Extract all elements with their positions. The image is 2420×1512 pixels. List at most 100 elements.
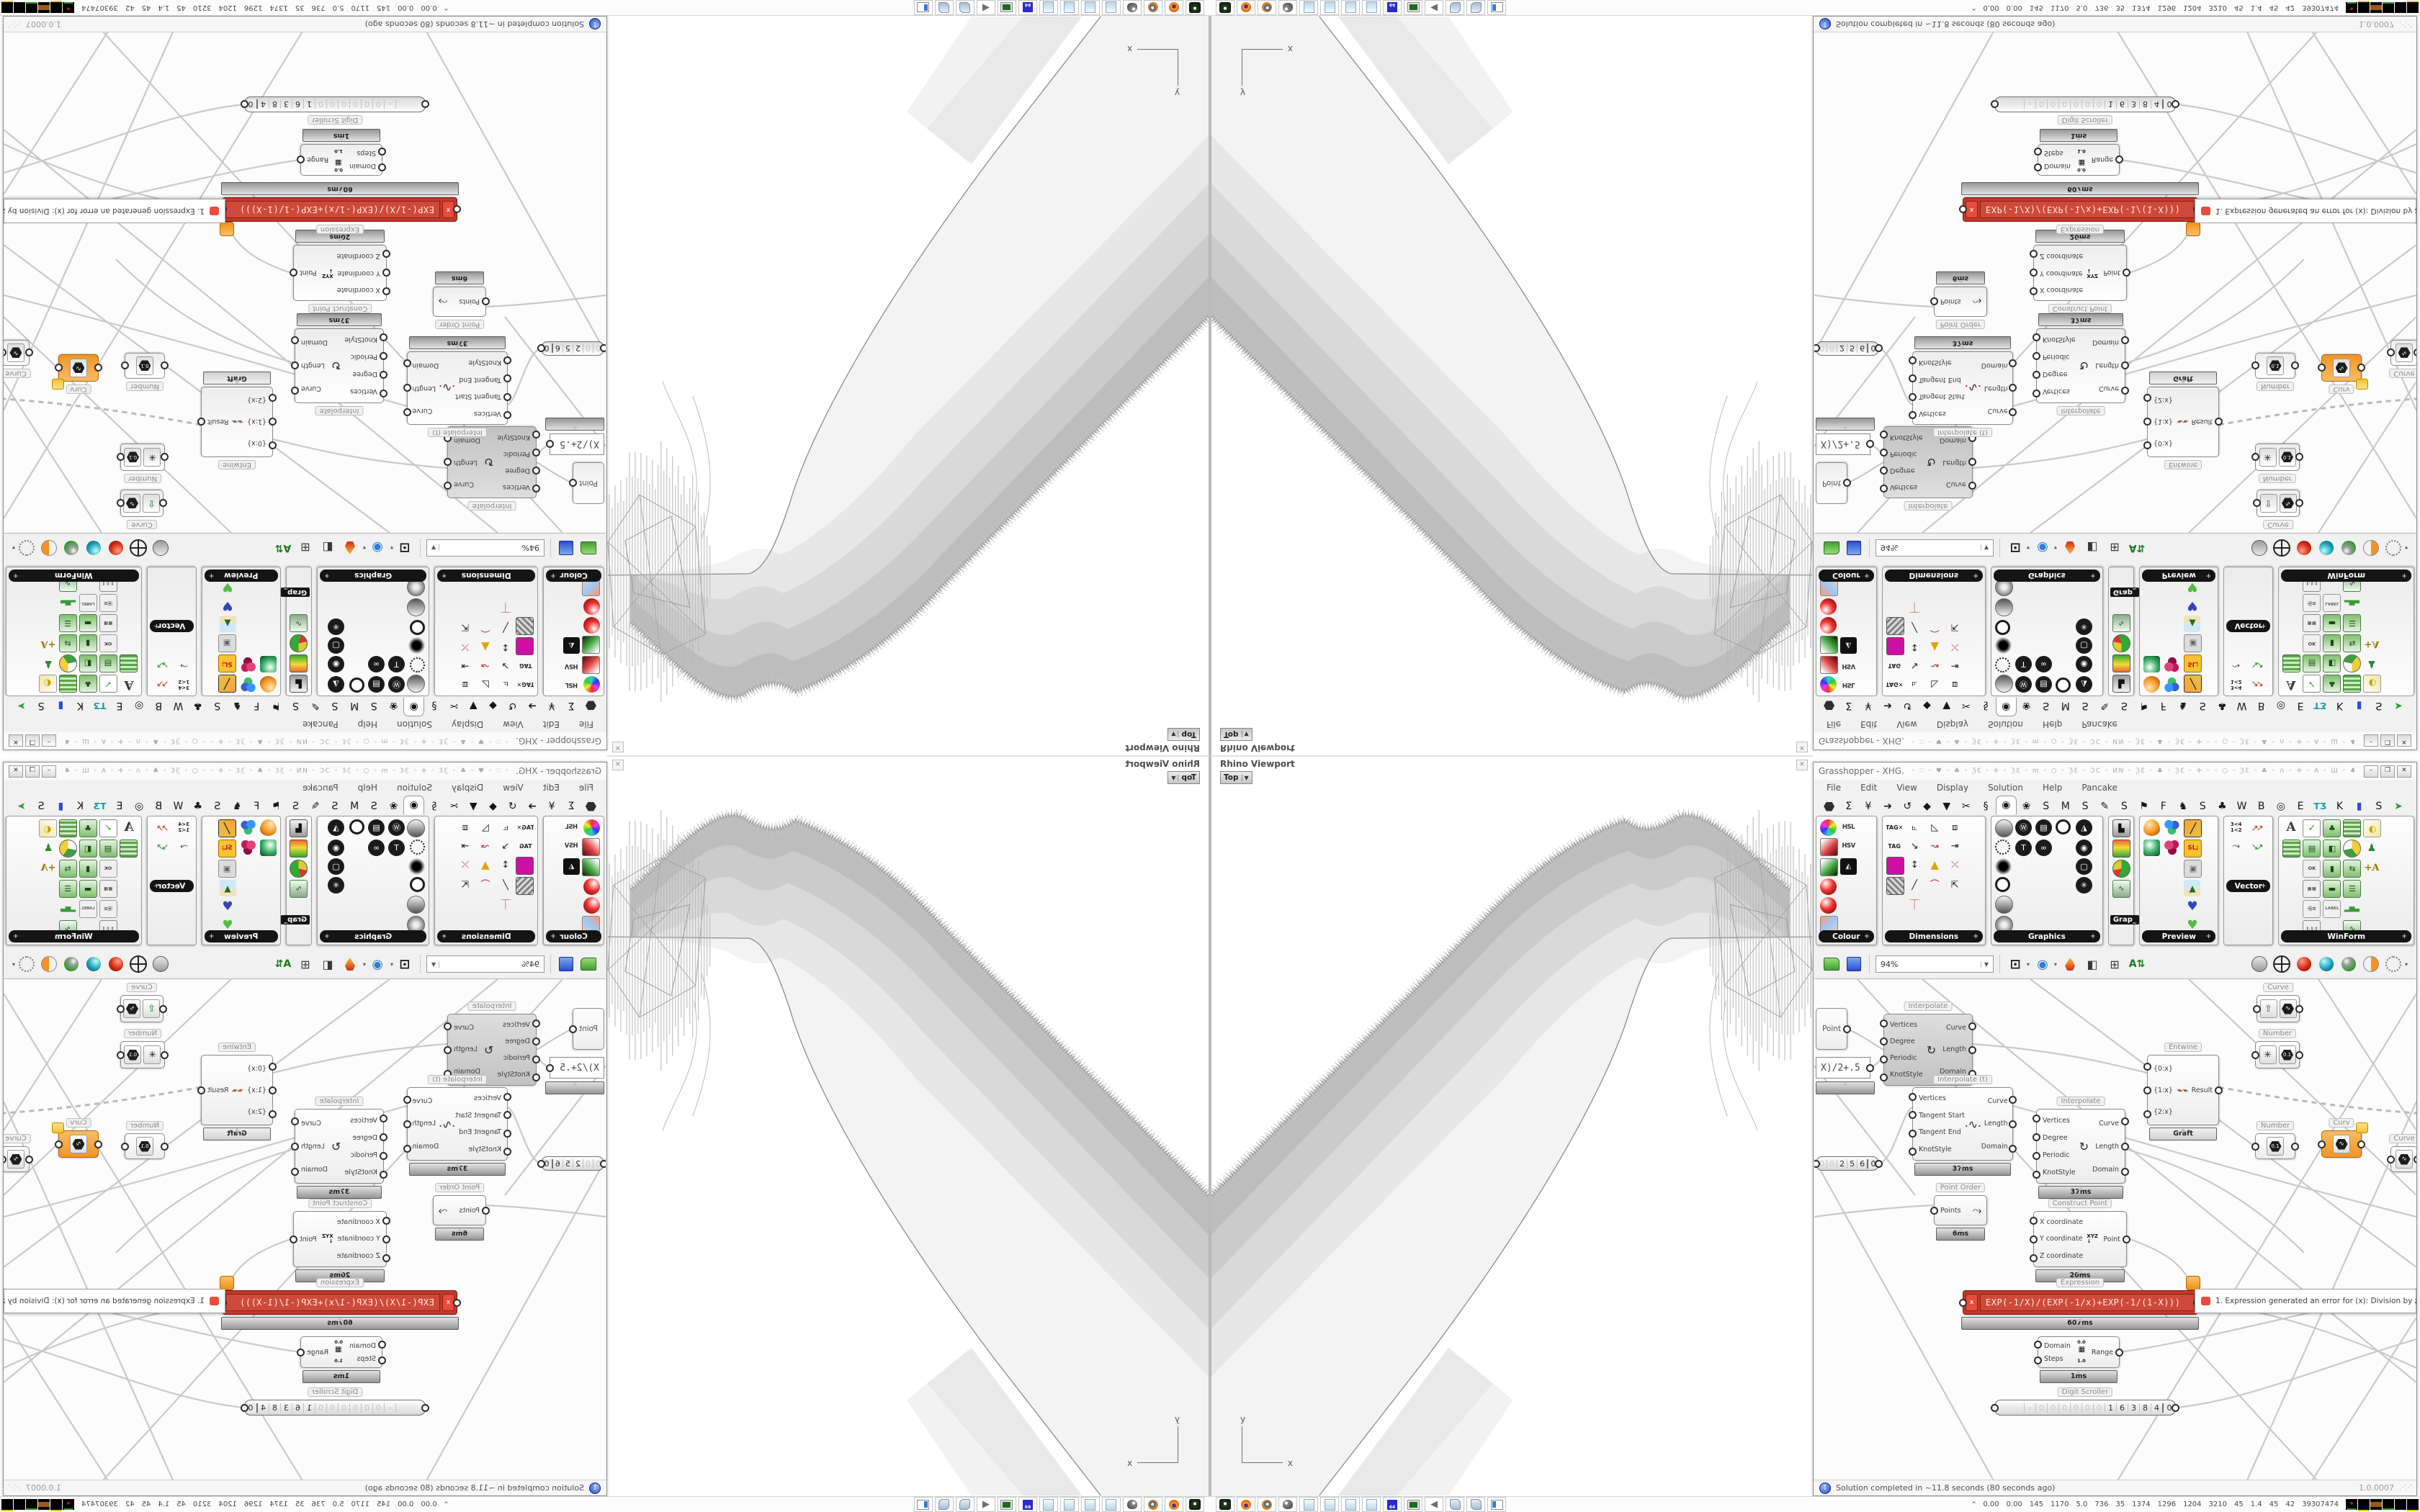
eye-circle-icon[interactable]: ◉ bbox=[2076, 840, 2092, 856]
colour-wheel-icon[interactable] bbox=[583, 676, 600, 693]
tab-s3[interactable]: S bbox=[2120, 700, 2128, 711]
preview-flat-icon[interactable] bbox=[151, 539, 170, 557]
node-entwine[interactable]: Entwine {0:x} {1:x} {2:x} ⌁⌁ Result Graft bbox=[197, 372, 277, 469]
resize-grip-icon[interactable]: ⋰⋰ bbox=[9, 20, 21, 28]
gradient-bars-icon[interactable] bbox=[2112, 840, 2130, 858]
tab-shield[interactable]: ❀ bbox=[389, 700, 398, 711]
scroller-digit[interactable]: 6 bbox=[1857, 1158, 1867, 1169]
mountain-circle-icon[interactable]: ◮ bbox=[2076, 676, 2092, 693]
soft-circle-icon[interactable] bbox=[1995, 858, 2012, 875]
link-circle-icon[interactable]: ∞ bbox=[368, 656, 385, 672]
tab-surface[interactable]: ◆ bbox=[1923, 700, 1931, 711]
tab-bluesquare[interactable]: ▮ bbox=[58, 801, 64, 812]
scroller-digit[interactable]: 0 bbox=[1827, 1158, 1837, 1169]
speaker-icon[interactable]: ◀ bbox=[977, 0, 995, 15]
tab-mesh[interactable]: ▼ bbox=[1942, 700, 1951, 711]
tab-bluesquare[interactable]: ▮ bbox=[58, 700, 64, 711]
scroller-digit[interactable]: 4 bbox=[2151, 99, 2162, 109]
palette-footer[interactable]: Graphics + bbox=[320, 930, 426, 942]
layer-swatch-green[interactable] bbox=[26, 2, 37, 13]
node-expression-fragment[interactable]: X)/2+.5 bbox=[1816, 1057, 1874, 1079]
tab-sets[interactable]: ¥ bbox=[1865, 700, 1872, 711]
scroller-digit[interactable]: 0 bbox=[362, 99, 373, 109]
green-box-icon[interactable]: ◧ bbox=[2323, 840, 2341, 858]
checkbox-icon[interactable]: ✓ bbox=[99, 675, 117, 693]
bar-chart-icon[interactable]: ▙ bbox=[290, 675, 308, 693]
obs-icon[interactable] bbox=[1216, 0, 1234, 15]
ball-orange-icon[interactable] bbox=[40, 955, 58, 973]
palette-footer[interactable]: Preview + bbox=[204, 930, 278, 942]
tab-vector[interactable]: ➔ bbox=[527, 801, 537, 812]
tab-sets[interactable]: ¥ bbox=[548, 801, 555, 812]
node-interpolate-1[interactable]: Interpolate Vertices Degree Periodic KnotSty… bbox=[444, 426, 540, 510]
ok-button-icon[interactable]: OK bbox=[99, 634, 117, 652]
eye-circle-icon[interactable]: ◉ bbox=[328, 840, 344, 856]
blender-icon[interactable] bbox=[1144, 1497, 1162, 1512]
ruler-ticks-icon[interactable]: ⏉ bbox=[501, 900, 511, 911]
vertical-bar-icon[interactable]: ▮ bbox=[2323, 860, 2341, 878]
magenta-dots-icon[interactable] bbox=[239, 656, 256, 672]
compare-numbers-icon[interactable]: 3<4 1<2 bbox=[2230, 821, 2242, 833]
node-curve-param-warning[interactable]: Curv ∿ bbox=[2318, 1118, 2368, 1158]
node-digit-scroller[interactable]: Digit Scroller ‹ 0 0 0 0 0 0 1 6 3 8 4 0 bbox=[241, 1387, 429, 1416]
scroller-digit[interactable]: 0 bbox=[2081, 99, 2093, 109]
scroller-digit[interactable]: 0 bbox=[2070, 1403, 2081, 1413]
tab-turkey[interactable]: ♣ bbox=[2218, 801, 2227, 812]
vertical-bar-icon[interactable]: ▮ bbox=[79, 634, 97, 652]
sl-badge-icon[interactable]: SL; bbox=[218, 654, 236, 672]
pie-colour-icon[interactable] bbox=[2343, 654, 2362, 672]
preview-eye-icon[interactable]: ◉ bbox=[368, 955, 387, 973]
shiny-ball-icon[interactable] bbox=[2143, 840, 2161, 856]
hatch-swatch-icon[interactable] bbox=[516, 877, 534, 895]
badge-t-icon[interactable]: T bbox=[388, 656, 405, 672]
hsv-icon[interactable]: HSV bbox=[1842, 662, 1855, 670]
tab-display-selected[interactable]: ◉ bbox=[403, 698, 425, 716]
preview-shaded-icon[interactable] bbox=[107, 955, 125, 973]
layer-swatch-yellow2[interactable] bbox=[2407, 1499, 2419, 1511]
layer-swatch-yellow2[interactable] bbox=[1, 2, 13, 13]
tab-intersect[interactable]: ✂ bbox=[449, 801, 458, 812]
zoom-extents-icon[interactable]: ⊡ bbox=[395, 539, 414, 557]
orange-ellipsoid-icon[interactable] bbox=[259, 676, 277, 693]
ruler-ticks-icon[interactable]: ⏉ bbox=[1909, 601, 1919, 612]
calculator-icon[interactable]: ▦▦ bbox=[99, 614, 117, 632]
scroller-digit[interactable]: 1 bbox=[304, 1403, 315, 1413]
scroller-digit[interactable]: 5 bbox=[563, 343, 573, 354]
node-curve-param-warning[interactable]: Curv ∿ bbox=[52, 354, 102, 394]
slider-icon[interactable]: ▬ bbox=[2323, 614, 2341, 632]
tab-s5[interactable]: S bbox=[37, 700, 45, 711]
tab-pen[interactable]: ✎ bbox=[310, 700, 320, 711]
node-curve-param-2[interactable]: Curve ∿ bbox=[2387, 1134, 2416, 1172]
red-sphere-icon[interactable] bbox=[583, 878, 600, 895]
colour-wheel-icon[interactable] bbox=[1820, 676, 1837, 693]
notepad-icon[interactable] bbox=[1102, 1497, 1121, 1512]
tab-gear[interactable]: ◎ bbox=[134, 801, 144, 812]
scroller-digit[interactable]: 1 bbox=[2105, 1403, 2116, 1413]
label-button-icon[interactable]: LABEL bbox=[2323, 900, 2341, 918]
dotted-circle-icon[interactable] bbox=[1995, 840, 2010, 855]
grasshopper-titlebar[interactable]: Grasshopper - XHG. ◦ ∷ ◦ ♥ ◦ ♣ ◦ ℨƐ ◦ ✛ … bbox=[1814, 762, 2416, 780]
slider-icon[interactable]: ▬ bbox=[79, 880, 97, 898]
open-file-icon[interactable] bbox=[1822, 955, 1841, 973]
warning-triangle-icon[interactable]: ▲ bbox=[1930, 641, 1939, 654]
tab-grasshopper[interactable]: ➤ bbox=[17, 801, 26, 812]
ok-button-icon[interactable]: OK bbox=[2303, 860, 2321, 878]
slider-icon[interactable]: ▬ bbox=[79, 614, 97, 632]
tab-turkey[interactable]: ♣ bbox=[2218, 700, 2227, 711]
line-chart-icon[interactable]: ∿ bbox=[2112, 614, 2130, 632]
scroller-digit[interactable]: 0 bbox=[2058, 99, 2070, 109]
calculator-icon[interactable]: ▦▦ bbox=[2303, 614, 2321, 632]
node-point-param-cut[interactable]: Point bbox=[569, 462, 604, 504]
scroller-digit[interactable]: ‹ bbox=[385, 1403, 396, 1413]
tab-curve[interactable]: ↺ bbox=[1903, 801, 1912, 812]
checkered-heart-icon[interactable]: ♥ bbox=[2187, 899, 2198, 914]
red-sphere-icon[interactable] bbox=[1820, 598, 1837, 615]
scroller-digit[interactable]: 0 bbox=[2047, 1403, 2058, 1413]
chevron-down-icon[interactable]: ▾ bbox=[362, 544, 366, 552]
node-range[interactable]: Domain Steps 0.0 ▦ 1.0 Range 1ms bbox=[297, 1336, 386, 1383]
script-icon[interactable] bbox=[935, 1497, 954, 1512]
node-construct-point[interactable]: Construct Point X coordinate Y coordinate Z… bbox=[290, 1199, 390, 1282]
tab-surface[interactable]: ◆ bbox=[489, 801, 497, 812]
gradient-circle-icon[interactable] bbox=[1995, 896, 2013, 914]
magenta-dots-icon[interactable] bbox=[2164, 840, 2181, 856]
